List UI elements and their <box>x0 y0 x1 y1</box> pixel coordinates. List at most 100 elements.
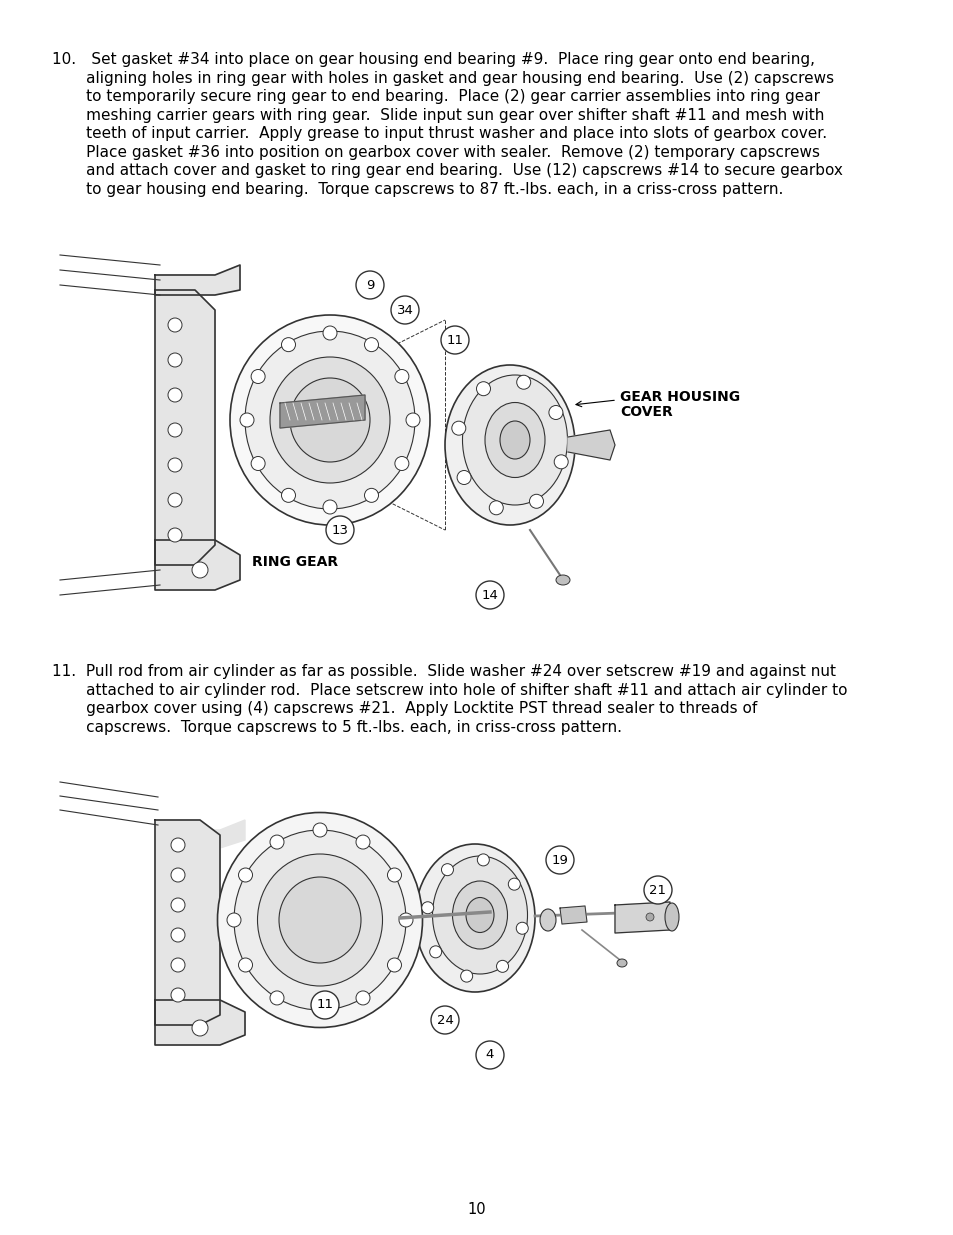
Text: 11: 11 <box>316 999 334 1011</box>
Circle shape <box>270 835 284 848</box>
Text: to temporarily secure ring gear to end bearing.  Place (2) gear carrier assembli: to temporarily secure ring gear to end b… <box>52 89 820 104</box>
Text: 11.  Pull rod from air cylinder as far as possible.  Slide washer #24 over setsc: 11. Pull rod from air cylinder as far as… <box>52 664 835 679</box>
Circle shape <box>227 913 241 927</box>
Circle shape <box>554 454 568 469</box>
Text: gearbox cover using (4) capscrews #21.  Apply Locktite PST thread sealer to thre: gearbox cover using (4) capscrews #21. A… <box>52 701 757 716</box>
Circle shape <box>313 1003 327 1016</box>
Text: 19: 19 <box>551 853 568 867</box>
Polygon shape <box>154 820 245 848</box>
Ellipse shape <box>245 331 415 509</box>
Circle shape <box>251 457 265 471</box>
Circle shape <box>171 958 185 972</box>
Circle shape <box>168 458 182 472</box>
Circle shape <box>355 835 370 848</box>
Text: 14: 14 <box>481 589 497 601</box>
Circle shape <box>643 876 671 904</box>
Circle shape <box>387 868 401 882</box>
Circle shape <box>281 337 295 352</box>
Ellipse shape <box>217 813 422 1028</box>
Ellipse shape <box>484 403 544 478</box>
Circle shape <box>168 424 182 437</box>
Circle shape <box>326 516 354 543</box>
Circle shape <box>238 868 253 882</box>
Text: COVER: COVER <box>619 405 672 419</box>
Ellipse shape <box>465 898 494 932</box>
Circle shape <box>364 488 378 503</box>
Ellipse shape <box>278 877 360 963</box>
Ellipse shape <box>452 881 507 948</box>
Circle shape <box>476 1041 503 1070</box>
Circle shape <box>645 913 654 921</box>
Text: 21: 21 <box>649 883 666 897</box>
Text: 11: 11 <box>446 333 463 347</box>
Circle shape <box>238 958 253 972</box>
Text: 34: 34 <box>396 304 413 316</box>
Circle shape <box>251 369 265 384</box>
Text: capscrews.  Torque capscrews to 5 ft.-lbs. each, in criss-cross pattern.: capscrews. Torque capscrews to 5 ft.-lbs… <box>52 720 621 735</box>
Circle shape <box>429 946 441 958</box>
Text: 4: 4 <box>485 1049 494 1062</box>
Circle shape <box>168 317 182 332</box>
Ellipse shape <box>556 576 569 585</box>
Polygon shape <box>280 395 365 429</box>
Circle shape <box>168 529 182 542</box>
Circle shape <box>168 388 182 403</box>
Circle shape <box>545 846 574 874</box>
Circle shape <box>240 412 253 427</box>
Text: Place gasket #36 into position on gearbox cover with sealer.  Remove (2) tempora: Place gasket #36 into position on gearbo… <box>52 144 820 159</box>
Polygon shape <box>567 430 615 459</box>
Circle shape <box>440 326 469 354</box>
Circle shape <box>489 500 503 515</box>
Polygon shape <box>154 290 214 564</box>
Circle shape <box>323 326 336 340</box>
Text: GEAR HOUSING: GEAR HOUSING <box>619 390 740 404</box>
Polygon shape <box>154 540 240 590</box>
Ellipse shape <box>664 903 679 931</box>
Circle shape <box>395 457 409 471</box>
Text: 9: 9 <box>365 279 374 291</box>
Circle shape <box>311 990 338 1019</box>
Circle shape <box>476 853 489 866</box>
Circle shape <box>421 902 434 914</box>
Polygon shape <box>559 906 586 924</box>
Text: RING GEAR: RING GEAR <box>252 555 337 569</box>
Ellipse shape <box>444 366 575 525</box>
Circle shape <box>171 839 185 852</box>
Circle shape <box>391 296 418 324</box>
Ellipse shape <box>230 315 430 525</box>
Circle shape <box>431 1007 458 1034</box>
Circle shape <box>364 337 378 352</box>
Text: meshing carrier gears with ring gear.  Slide input sun gear over shifter shaft #: meshing carrier gears with ring gear. Sl… <box>52 107 823 122</box>
Ellipse shape <box>415 844 535 992</box>
Circle shape <box>171 898 185 911</box>
Circle shape <box>452 421 465 435</box>
Text: teeth of input carrier.  Apply grease to input thrust washer and place into slot: teeth of input carrier. Apply grease to … <box>52 126 826 141</box>
Circle shape <box>395 369 409 384</box>
Circle shape <box>476 382 490 395</box>
Circle shape <box>171 868 185 882</box>
Circle shape <box>456 471 471 484</box>
Polygon shape <box>154 820 220 1025</box>
Circle shape <box>476 580 503 609</box>
Circle shape <box>192 1020 208 1036</box>
Circle shape <box>168 353 182 367</box>
Ellipse shape <box>290 378 370 462</box>
Text: to gear housing end bearing.  Torque capscrews to 87 ft.-lbs. each, in a criss-c: to gear housing end bearing. Torque caps… <box>52 182 782 196</box>
Circle shape <box>270 990 284 1005</box>
Text: aligning holes in ring gear with holes in gasket and gear housing end bearing.  : aligning holes in ring gear with holes i… <box>52 70 833 85</box>
Ellipse shape <box>257 853 382 986</box>
Circle shape <box>387 958 401 972</box>
Circle shape <box>460 971 472 982</box>
Ellipse shape <box>617 960 626 967</box>
Ellipse shape <box>462 375 567 505</box>
Circle shape <box>529 494 543 509</box>
Circle shape <box>398 913 413 927</box>
Circle shape <box>441 863 453 876</box>
Polygon shape <box>154 266 240 295</box>
Circle shape <box>192 562 208 578</box>
Circle shape <box>496 961 508 972</box>
Ellipse shape <box>499 421 530 459</box>
Text: 13: 13 <box>331 524 348 536</box>
Circle shape <box>168 493 182 508</box>
Circle shape <box>171 927 185 942</box>
